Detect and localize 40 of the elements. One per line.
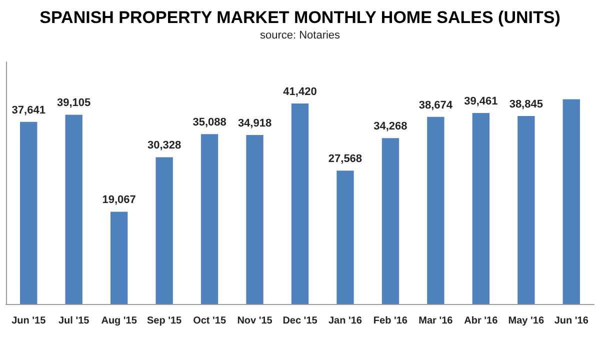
x-tick-label: Jan '16 bbox=[328, 316, 362, 326]
x-tick-label: Jun '15 bbox=[12, 316, 46, 326]
bar bbox=[518, 116, 535, 304]
bar bbox=[472, 113, 490, 304]
bar bbox=[20, 122, 38, 304]
data-label: 27,568 bbox=[328, 153, 362, 166]
bar bbox=[336, 170, 354, 304]
data-label: 38,674 bbox=[418, 99, 454, 112]
x-tick-label: Jun '16 bbox=[554, 316, 589, 326]
bar bbox=[156, 157, 173, 304]
x-tick-label: May '16 bbox=[508, 316, 544, 326]
bar bbox=[200, 134, 218, 304]
bar bbox=[65, 114, 82, 304]
chart-subtitle: source: Notaries bbox=[260, 30, 341, 42]
bar bbox=[382, 138, 400, 304]
bar bbox=[562, 99, 580, 304]
x-tick-label: Feb '16 bbox=[373, 316, 408, 326]
bar bbox=[110, 212, 128, 304]
bar bbox=[246, 134, 264, 304]
x-tick-label: Jul '15 bbox=[58, 316, 90, 326]
bar bbox=[291, 104, 309, 304]
data-label: 19,067 bbox=[102, 194, 136, 206]
x-tick-label: Dec '15 bbox=[282, 316, 318, 326]
chart-title: SPANISH PROPERTY MARKET MONTHLY HOME SALES (UNITS) bbox=[40, 8, 560, 27]
data-label: 41,420 bbox=[283, 86, 317, 98]
x-tick-label: Mar '16 bbox=[418, 316, 454, 326]
data-label: 35,088 bbox=[192, 116, 226, 129]
x-tick-label: Aug '15 bbox=[101, 316, 138, 326]
data-label: 39,105 bbox=[57, 97, 91, 110]
data-label: 30,328 bbox=[147, 140, 182, 152]
x-tick-label: Oct '15 bbox=[193, 316, 226, 326]
data-label: 37,641 bbox=[12, 104, 46, 116]
data-label: 34,268 bbox=[374, 120, 408, 133]
data-label: 39,461 bbox=[464, 96, 498, 108]
x-tick-label: Abr '16 bbox=[464, 316, 498, 326]
data-label: 38,845 bbox=[509, 98, 543, 110]
x-tick-label: Sep '15 bbox=[146, 316, 182, 326]
bar bbox=[427, 116, 444, 304]
data-label: 34,918 bbox=[238, 117, 272, 130]
x-tick-label: Nov '15 bbox=[237, 316, 273, 326]
